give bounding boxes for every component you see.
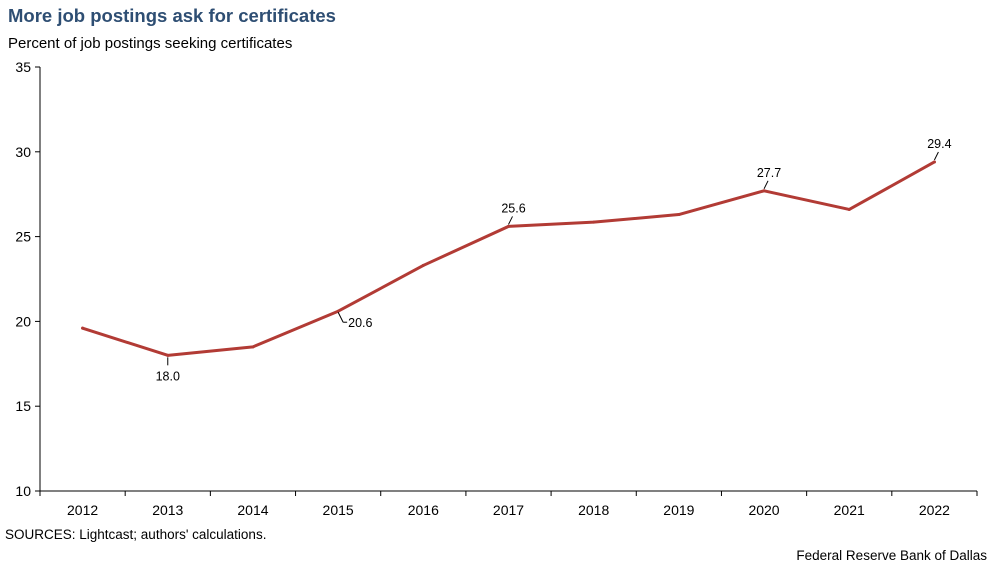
y-tick-label: 25: [15, 229, 31, 245]
x-tick-label: 2018: [578, 502, 609, 518]
data-label: 20.6: [348, 316, 372, 330]
chart-axes: 10 15 20 25 30 35 2012 2013 2014 2015 2016 2017 2018…: [15, 59, 978, 518]
x-tick-label: 2020: [748, 502, 779, 518]
data-point: [847, 207, 851, 211]
data-point: [932, 160, 936, 164]
x-tick-label: 2016: [408, 502, 439, 518]
data-point: [677, 213, 681, 217]
x-tick-label: 2015: [323, 502, 354, 518]
x-tick-label: 2014: [237, 502, 268, 518]
series-line: [81, 160, 936, 357]
x-tick-label: 2017: [493, 502, 524, 518]
data-point: [81, 326, 85, 330]
y-tick-label: 35: [15, 59, 31, 75]
chart-annotations: 18.0 20.6 25.6 27.7 29.4: [156, 137, 952, 383]
y-tick-label: 15: [15, 398, 31, 414]
x-tick-label: 2013: [152, 502, 183, 518]
data-point: [421, 263, 425, 267]
data-label: 27.7: [757, 166, 781, 180]
data-point: [592, 220, 596, 224]
y-tick-label: 30: [15, 144, 31, 160]
x-tick-label: 2012: [67, 502, 98, 518]
data-point: [166, 353, 170, 357]
data-point: [336, 309, 340, 313]
data-label: 29.4: [927, 137, 951, 151]
chart-title: More job postings ask for certificates: [8, 5, 336, 26]
chart-subtitle: Percent of job postings seeking certific…: [8, 35, 293, 52]
source-note: SOURCES: Lightcast; authors' calculation…: [5, 527, 267, 542]
data-label: 18.0: [156, 369, 180, 383]
annotation-leader: [763, 180, 769, 190]
annotation-leader: [508, 216, 513, 225]
data-label: 25.6: [501, 201, 525, 215]
data-point: [507, 224, 510, 228]
annotation-leader: [337, 312, 344, 323]
x-tick-label: 2022: [919, 502, 950, 518]
credit-line: Federal Reserve Bank of Dallas: [796, 548, 987, 563]
y-tick-label: 10: [15, 483, 31, 499]
data-point: [251, 345, 255, 349]
x-tick-label: 2019: [663, 502, 694, 518]
data-point: [762, 189, 766, 193]
x-tick-label: 2021: [834, 502, 865, 518]
annotation-leader: [933, 151, 939, 161]
chart-series: [81, 160, 936, 357]
y-tick-label: 20: [15, 313, 31, 329]
